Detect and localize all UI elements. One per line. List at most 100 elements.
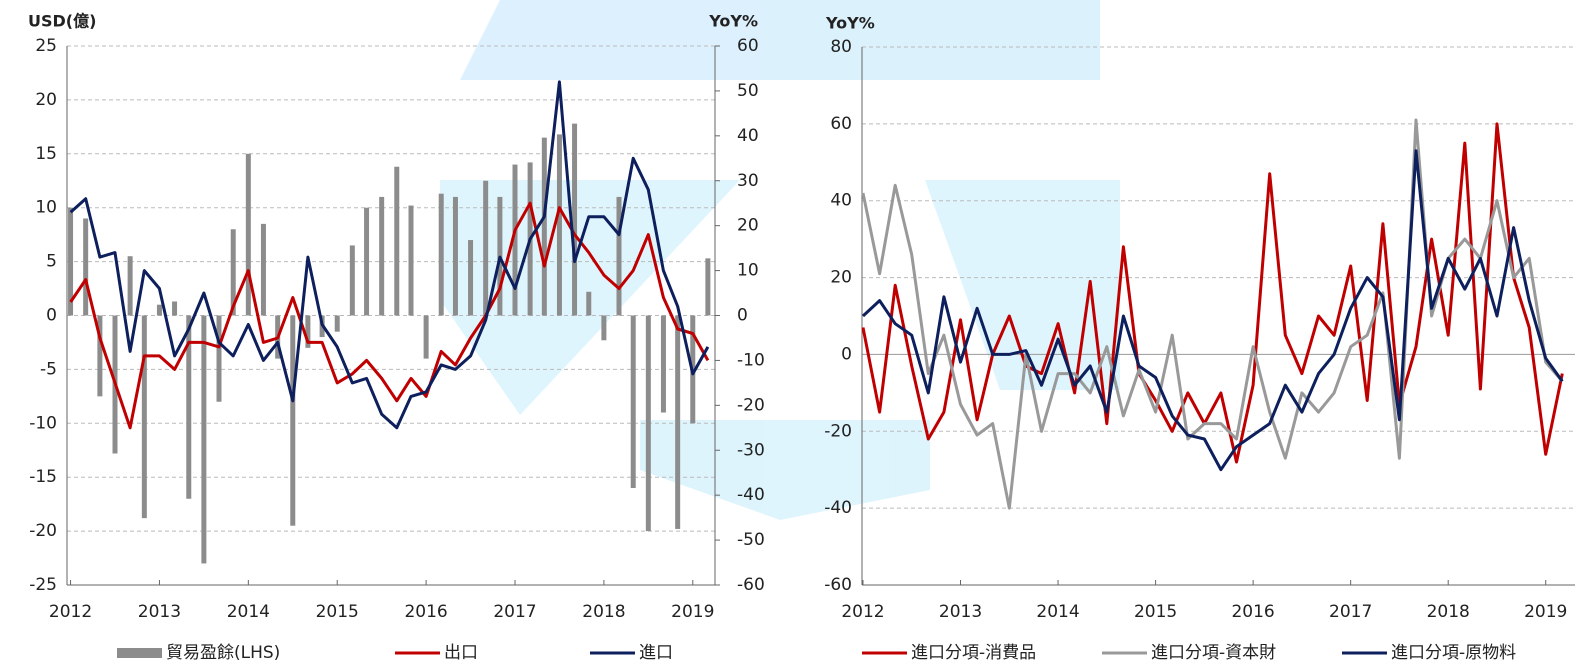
bar <box>423 315 429 359</box>
x-tick-label: 2018 <box>582 602 625 622</box>
bar <box>645 315 651 532</box>
bar <box>468 240 474 316</box>
y-tick-label: -60 <box>824 575 852 595</box>
y-tick-label: -10 <box>29 413 57 433</box>
bar <box>483 180 489 316</box>
watermark-shape <box>640 420 930 520</box>
x-tick-label: 2014 <box>227 602 270 622</box>
bar <box>290 315 296 526</box>
bar <box>230 229 236 316</box>
bar <box>438 193 444 316</box>
y-tick-label: -25 <box>29 575 57 595</box>
y2-tick-label: -20 <box>737 395 765 415</box>
x-tick-label: 2017 <box>1329 602 1372 622</box>
legend-label: 進口分項-消費品 <box>911 643 1036 663</box>
legend-swatch <box>117 648 162 658</box>
y-tick-label: -20 <box>29 521 57 541</box>
bar <box>349 245 355 316</box>
x-tick-label: 2013 <box>939 602 982 622</box>
x-tick-label: 2013 <box>138 602 181 622</box>
bar <box>156 304 162 316</box>
bar <box>201 315 207 564</box>
y-axis-title: YoY% <box>825 14 875 33</box>
y2-tick-label: -30 <box>737 440 765 460</box>
y-tick-label: -5 <box>40 359 57 379</box>
bar <box>408 205 414 316</box>
watermark-shape <box>925 180 1120 390</box>
y2-tick-label: -60 <box>737 575 765 595</box>
y2-tick-label: -50 <box>737 530 765 550</box>
y-tick-label: 5 <box>46 252 57 272</box>
y2-tick-label: 40 <box>737 126 759 146</box>
y2-tick-label: 0 <box>737 306 748 326</box>
y2-tick-label: 10 <box>737 261 759 281</box>
bar <box>245 153 251 316</box>
y2-tick-label: -40 <box>737 485 765 505</box>
y-tick-label: 60 <box>830 114 852 134</box>
series-line <box>69 201 710 430</box>
series-line <box>861 122 1564 464</box>
y-tick-label: -20 <box>824 421 852 441</box>
legend-label: 進口 <box>639 643 673 663</box>
y2-tick-label: 50 <box>737 81 759 101</box>
y-tick-label: 20 <box>35 90 57 110</box>
bar <box>572 123 578 316</box>
y-tick-label: 0 <box>46 306 57 326</box>
bar <box>705 258 711 316</box>
y-tick-label: 25 <box>35 36 57 56</box>
chart: -25-20-15-10-50510152025-60-50-40-30-20-… <box>28 12 765 664</box>
legend-label: 進口分項-原物料 <box>1391 643 1516 663</box>
bar <box>512 164 518 316</box>
x-tick-label: 2015 <box>316 602 359 622</box>
x-tick-label: 2019 <box>1524 602 1567 622</box>
bar <box>379 196 385 316</box>
bar <box>601 315 607 341</box>
y-axis-title: USD(億) <box>28 12 96 31</box>
y-tick-label: 20 <box>830 268 852 288</box>
bar <box>452 196 458 316</box>
y-tick-label: 80 <box>830 37 852 57</box>
x-tick-label: 2012 <box>841 602 884 622</box>
bar <box>216 315 222 402</box>
bar <box>305 315 311 348</box>
y2-tick-label: -10 <box>737 350 765 370</box>
bar <box>97 315 103 397</box>
bar <box>127 256 133 316</box>
y-tick-label: 15 <box>35 144 57 164</box>
x-tick-label: 2012 <box>49 602 92 622</box>
y-tick-label: 10 <box>35 198 57 218</box>
bar <box>675 315 681 529</box>
legend-label: 進口分項-資本財 <box>1151 643 1276 663</box>
bar <box>83 218 89 316</box>
y-tick-label: -40 <box>824 498 852 518</box>
bar <box>630 315 636 488</box>
bar <box>141 315 147 519</box>
y2-tick-label: 20 <box>737 216 759 236</box>
y-tick-label: 40 <box>830 191 852 211</box>
chart: -60 -40 -20 0 20 40 60 80 2012 2013 2014 2015 2016 20… <box>824 14 1575 663</box>
bar <box>260 223 266 316</box>
bar <box>68 207 74 316</box>
x-tick-label: 2016 <box>404 602 447 622</box>
y-tick-label: 0 <box>841 344 852 364</box>
x-tick-label: 2019 <box>671 602 714 622</box>
x-tick-label: 2014 <box>1036 602 1079 622</box>
bar <box>334 315 340 332</box>
y2-tick-label: 30 <box>737 171 759 191</box>
bar <box>586 291 592 316</box>
bar <box>616 196 622 316</box>
series-line <box>69 80 710 430</box>
x-tick-label: 2017 <box>493 602 536 622</box>
y2-axis-title: YoY% <box>708 12 758 31</box>
legend-label: 貿易盈餘(LHS) <box>166 643 280 663</box>
legend-label: 出口 <box>444 643 478 663</box>
bar <box>556 134 562 316</box>
series-line <box>861 149 1564 472</box>
bar <box>172 301 178 316</box>
bar <box>541 137 547 316</box>
x-tick-label: 2015 <box>1134 602 1177 622</box>
bar <box>660 315 666 413</box>
y2-tick-label: 60 <box>737 36 759 56</box>
x-tick-label: 2016 <box>1231 602 1274 622</box>
bar <box>394 166 400 316</box>
